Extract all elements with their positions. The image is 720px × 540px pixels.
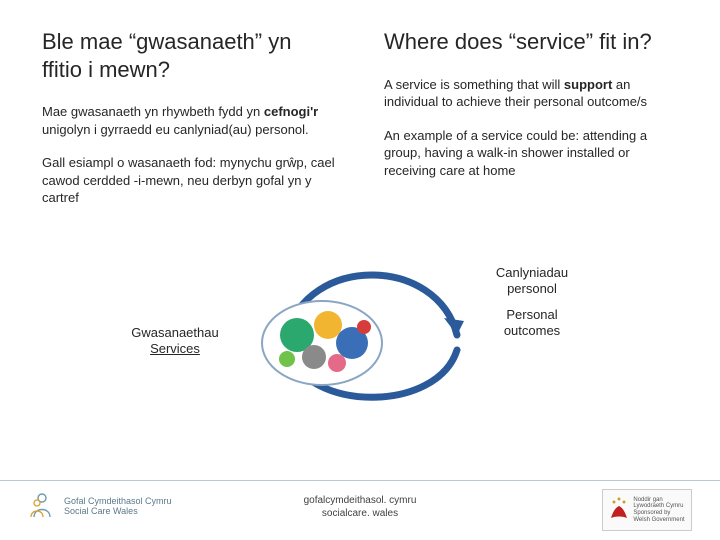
diagram-area: Gwasanaethau Services Canlyniadau person…	[42, 229, 678, 429]
heading-english: Where does “service” fit in?	[384, 28, 678, 56]
para-welsh-1: Mae gwasanaeth yn rhywbeth fydd yn cefno…	[42, 103, 336, 138]
heading-welsh: Ble mae “gwasanaeth” yn ffitio i mewn?	[42, 28, 336, 83]
para-english-2: An example of a service could be: attend…	[384, 127, 678, 180]
para-english-1: A service is something that will support…	[384, 76, 678, 111]
label-line: personol	[462, 281, 602, 297]
text-line: Welsh Government	[633, 517, 684, 524]
text: Mae gwasanaeth yn rhywbeth fydd yn	[42, 104, 264, 119]
text-bold: support	[564, 77, 612, 92]
text-line: Lywodraeth Cymru	[633, 503, 684, 510]
label-line: Canlyniadau	[462, 265, 602, 281]
label-outcomes: Canlyniadau personol Personal outcomes	[462, 265, 602, 340]
footer: Gofal Cymdeithasol Cymru Social Care Wal…	[0, 480, 720, 540]
label-line: Personal	[462, 307, 602, 323]
text: unigolyn i gyrraedd eu canlyniad(au) per…	[42, 122, 309, 137]
welsh-gov-icon	[609, 494, 629, 527]
text-line: Sponsored by	[633, 510, 684, 517]
label-line: Services	[110, 341, 240, 357]
column-english: Where does “service” fit in? A service i…	[384, 28, 678, 223]
label-services: Gwasanaethau Services	[110, 325, 240, 358]
text: A service is something that will	[384, 77, 564, 92]
text-bold: cefnogi'r	[264, 104, 318, 119]
label-line: Gwasanaethau	[110, 325, 240, 341]
footer-logo-right: Noddir gan Lywodraeth Cymru Sponsored by…	[602, 489, 692, 531]
para-welsh-2: Gall esiampl o wasanaeth fod: mynychu gr…	[42, 154, 336, 207]
column-welsh: Ble mae “gwasanaeth” yn ffitio i mewn? M…	[42, 28, 336, 223]
label-line: outcomes	[462, 323, 602, 339]
footer-right-text: Noddir gan Lywodraeth Cymru Sponsored by…	[633, 497, 684, 523]
text-line: Noddir gan	[633, 497, 684, 504]
